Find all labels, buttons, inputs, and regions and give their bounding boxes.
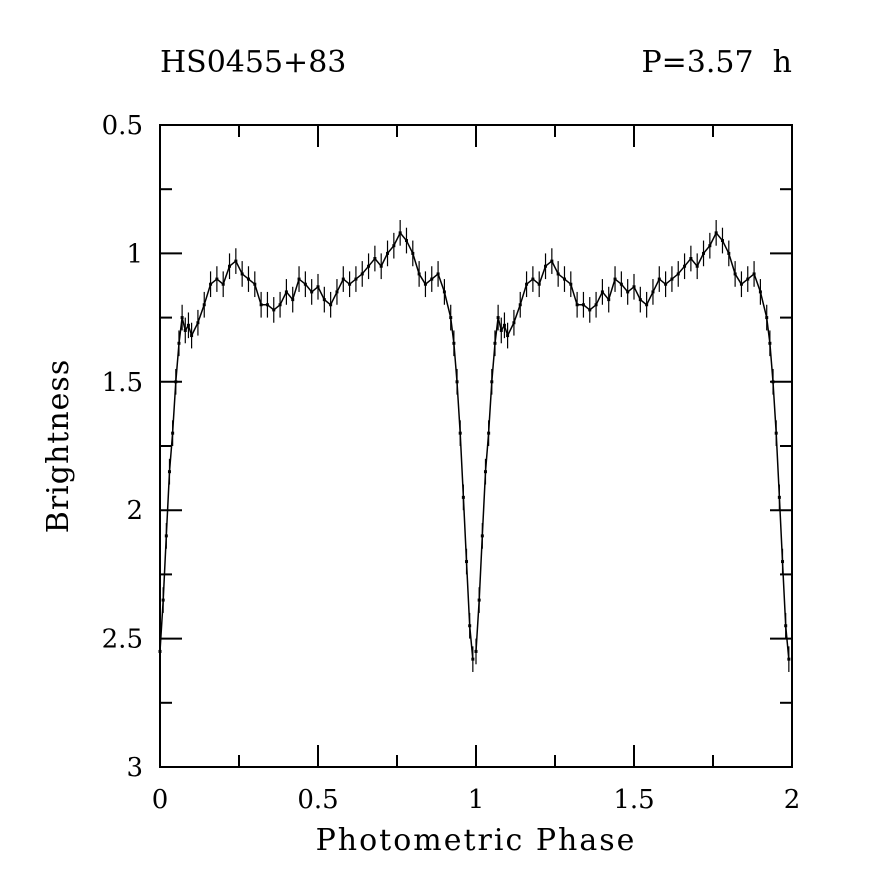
- y-tick-label: 3: [126, 753, 143, 783]
- y-tick-label: 1: [126, 239, 143, 269]
- data-point: [471, 657, 475, 661]
- x-axis-label: Photometric Phase: [316, 823, 637, 858]
- data-point: [474, 649, 478, 653]
- data-points: [158, 220, 791, 672]
- chart-title-period: P=3.57 h: [641, 45, 792, 80]
- axis-ticks: [159, 124, 793, 768]
- x-tick-label: 0.5: [297, 785, 338, 815]
- chart-title-object: HS0455+83: [160, 45, 346, 80]
- y-tick-label: 2: [126, 496, 143, 526]
- y-tick-label: 0.5: [102, 111, 143, 141]
- light-curve-trace: [159, 231, 474, 660]
- x-tick-label: 1: [468, 785, 485, 815]
- x-tick-label: 2: [784, 785, 801, 815]
- x-tick-label: 1.5: [613, 785, 654, 815]
- data-point: [787, 657, 791, 661]
- y-axis-label: Brightness: [41, 359, 76, 533]
- plot-frame: [159, 124, 793, 768]
- data-point: [158, 649, 162, 653]
- light-curve-trace: [475, 231, 790, 660]
- x-tick-labels: 0 0.5 1 1.5 2: [152, 785, 801, 815]
- x-tick-label: 0: [152, 785, 169, 815]
- y-tick-labels: 0.5 1 1.5 2 2.5 3: [102, 111, 143, 783]
- y-tick-label: 2.5: [102, 625, 143, 655]
- y-tick-label: 1.5: [102, 368, 143, 398]
